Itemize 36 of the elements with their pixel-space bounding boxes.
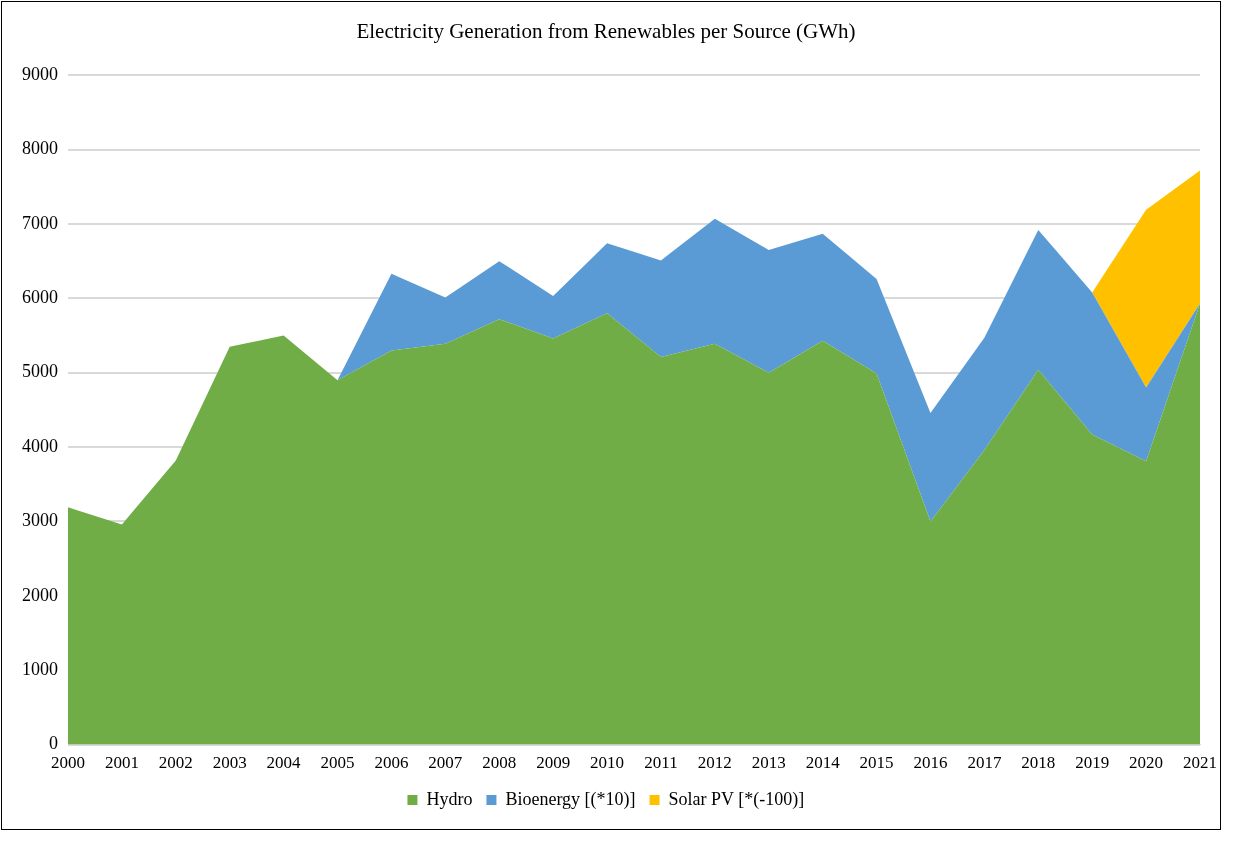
x-tick-label: 2018 (1021, 753, 1056, 773)
legend-label: Bioenergy [(*10)] (505, 788, 636, 810)
x-tick-label: 2015 (859, 753, 894, 773)
x-tick-label: 2011 (644, 753, 678, 773)
x-tick-label: 2002 (158, 753, 193, 773)
x-tick-label: 2019 (1075, 753, 1110, 773)
x-tick-label: 2020 (1129, 753, 1164, 773)
x-tick-label: 2013 (751, 753, 786, 773)
y-tick-label: 8000 (22, 138, 58, 159)
x-tick-label: 2017 (967, 753, 1002, 773)
x-tick-label: 2008 (482, 753, 517, 773)
legend-label: Hydro (426, 788, 473, 809)
x-tick-label: 2005 (320, 753, 355, 773)
x-tick-label: 2010 (590, 753, 625, 773)
y-tick-label: 9000 (22, 63, 58, 84)
x-tick-label: 2014 (805, 753, 841, 773)
y-tick-label: 1000 (22, 658, 58, 679)
x-tick-label: 2007 (428, 753, 463, 773)
x-tick-label: 2009 (536, 753, 571, 773)
y-tick-label: 5000 (22, 361, 58, 382)
chart-title: Electricity Generation from Renewables per Source (GWh) (356, 19, 856, 44)
x-tick-label: 2012 (697, 753, 732, 773)
legend-label: Solar PV [*(-100)] (668, 788, 805, 810)
y-tick-label: 4000 (22, 435, 58, 456)
x-tick-label: 2006 (374, 753, 409, 773)
y-tick-label: 6000 (22, 287, 58, 308)
x-tick-label: 2001 (104, 753, 139, 773)
y-tick-label: 0 (49, 733, 58, 754)
x-tick-label: 2021 (1183, 753, 1217, 773)
x-tick-label: 2003 (212, 753, 247, 773)
y-tick-label: 3000 (22, 510, 58, 531)
x-tick-label: 2000 (51, 753, 85, 773)
y-tick-label: 2000 (22, 584, 58, 605)
x-tick-label: 2004 (266, 753, 302, 773)
y-tick-label: 7000 (22, 212, 58, 233)
x-tick-label: 2016 (913, 753, 948, 773)
